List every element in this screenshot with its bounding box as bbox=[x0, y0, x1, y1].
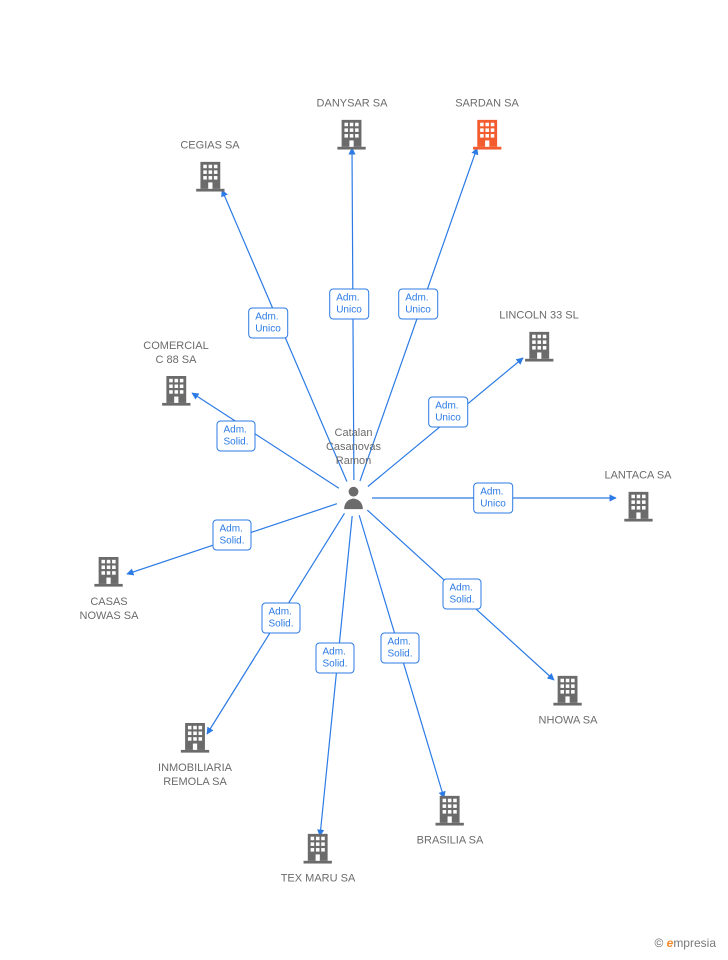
edge-role-label: Adm. Unico bbox=[398, 289, 438, 320]
building-icon bbox=[92, 553, 126, 592]
company-node-cegias[interactable]: CEGIAS SA bbox=[180, 140, 239, 197]
center-person-node[interactable]: Catalan Casanovas Ramon bbox=[354, 498, 355, 499]
company-label: TEX MARU SA bbox=[281, 873, 356, 887]
company-label: LINCOLN 33 SL bbox=[499, 310, 578, 324]
edge-role-label: Adm. Solid. bbox=[261, 603, 300, 634]
company-node-sardan[interactable]: SARDAN SA bbox=[455, 98, 519, 155]
company-node-lantaca[interactable]: LANTACA SA bbox=[604, 470, 671, 527]
copyright-symbol: © bbox=[654, 936, 663, 950]
edge-role-label: Adm. Unico bbox=[329, 289, 369, 320]
edge-role-label: Adm. Solid. bbox=[212, 520, 251, 551]
edge-role-label: Adm. Unico bbox=[473, 483, 513, 514]
company-label: COMERCIAL C 88 SA bbox=[143, 340, 208, 368]
building-icon bbox=[621, 487, 655, 526]
company-node-comercial[interactable]: COMERCIAL C 88 SA bbox=[143, 340, 208, 411]
edge-role-label: Adm. Solid. bbox=[216, 421, 255, 452]
company-node-brasilia[interactable]: BRASILIA SA bbox=[417, 792, 484, 849]
company-label: DANYSAR SA bbox=[317, 98, 388, 112]
footer-attribution: © empresia bbox=[654, 936, 716, 950]
building-icon bbox=[193, 157, 227, 196]
company-label: NHOWA SA bbox=[539, 715, 598, 729]
company-node-danysar[interactable]: DANYSAR SA bbox=[317, 98, 388, 155]
company-node-texmaru[interactable]: TEX MARU SA bbox=[281, 830, 356, 887]
building-icon bbox=[301, 830, 335, 869]
edge-line bbox=[192, 393, 339, 488]
center-label: Catalan Casanovas Ramon bbox=[326, 427, 381, 468]
company-node-nhowa[interactable]: NHOWA SA bbox=[539, 672, 598, 729]
edge-role-label: Adm. Solid. bbox=[380, 633, 419, 664]
company-node-lincoln[interactable]: LINCOLN 33 SL bbox=[499, 310, 578, 367]
company-label: SARDAN SA bbox=[455, 98, 519, 112]
edge-line bbox=[320, 516, 352, 836]
edge-role-label: Adm. Unico bbox=[248, 308, 288, 339]
diagram-canvas: Catalan Casanovas Ramon CEGIAS SA DANYSAR… bbox=[0, 0, 728, 960]
company-label: BRASILIA SA bbox=[417, 835, 484, 849]
building-icon bbox=[159, 371, 193, 410]
person-icon bbox=[340, 484, 368, 517]
company-label: LANTACA SA bbox=[604, 470, 671, 484]
edge-role-label: Adm. Solid. bbox=[442, 579, 481, 610]
edge-role-label: Adm. Unico bbox=[428, 397, 468, 428]
building-icon bbox=[178, 719, 212, 758]
building-icon bbox=[433, 792, 467, 831]
edge-role-label: Adm. Solid. bbox=[315, 643, 354, 674]
company-node-casas[interactable]: CASAS NOWAS SA bbox=[80, 553, 139, 624]
building-icon bbox=[522, 327, 556, 366]
brand-name: empresia bbox=[667, 936, 716, 950]
building-icon bbox=[551, 672, 585, 711]
company-node-remola[interactable]: INMOBILIARIA REMOLA SA bbox=[158, 719, 232, 790]
company-label: CEGIAS SA bbox=[180, 140, 239, 154]
building-icon bbox=[335, 115, 369, 154]
building-icon bbox=[470, 115, 504, 154]
company-label: INMOBILIARIA REMOLA SA bbox=[158, 762, 232, 790]
company-label: CASAS NOWAS SA bbox=[80, 596, 139, 624]
